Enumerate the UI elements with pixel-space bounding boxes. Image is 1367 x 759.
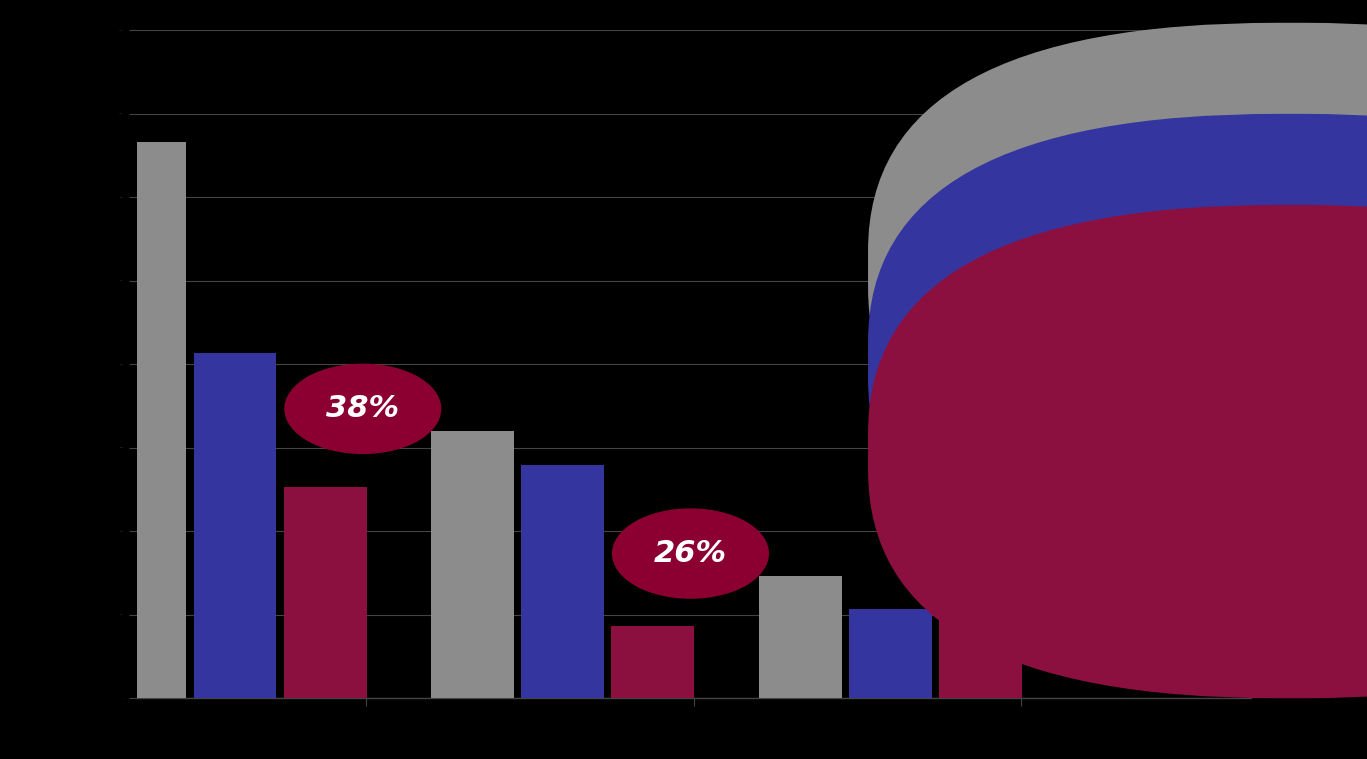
Bar (194, 353, 276, 698)
Text: 26%: 26% (653, 539, 727, 568)
Bar (431, 431, 514, 698)
Bar (104, 142, 186, 698)
Bar (849, 609, 932, 698)
Text: 38%: 38% (327, 395, 399, 424)
Bar (939, 615, 1023, 698)
Text: 46%: 46% (982, 562, 1055, 591)
Bar (521, 465, 604, 698)
Ellipse shape (940, 531, 1096, 620)
Bar (284, 487, 366, 698)
Bar (611, 626, 694, 698)
Ellipse shape (612, 509, 768, 598)
Ellipse shape (284, 364, 440, 453)
Bar (759, 576, 842, 698)
